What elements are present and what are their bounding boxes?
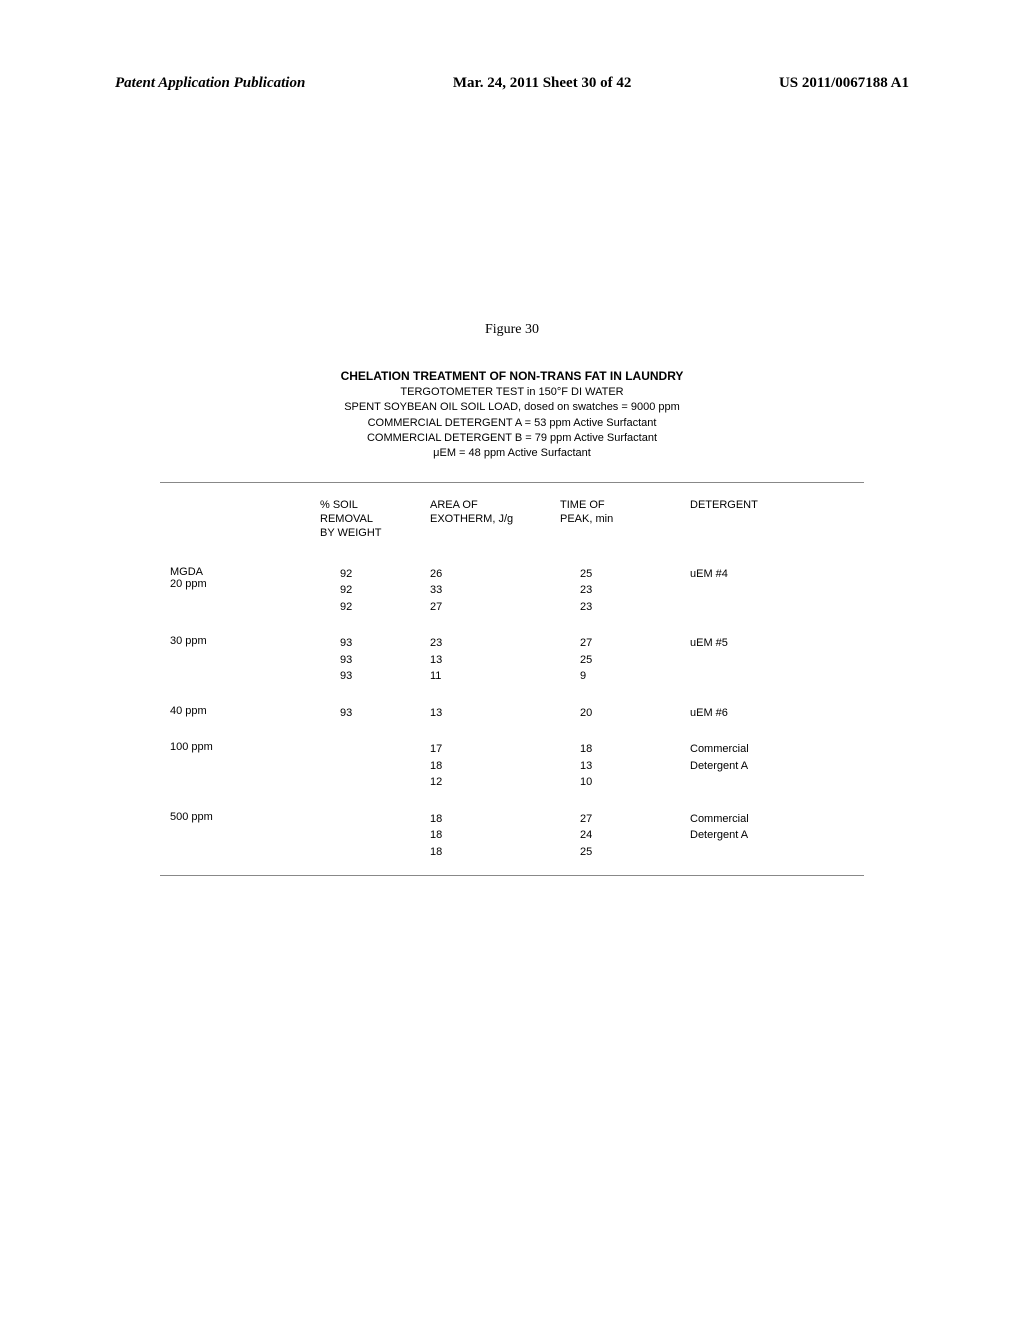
row-label: MGDA20 ppm	[160, 566, 320, 616]
table-header-row: % SOIL REMOVAL BY WEIGHT AREA OF EXOTHER…	[160, 483, 864, 546]
cell-time: 252323	[560, 566, 690, 616]
table-row: 500 ppm 181818272425CommercialDetergent …	[160, 811, 864, 861]
cell-exotherm: 263327	[430, 566, 560, 616]
cell-exotherm: 13	[430, 705, 560, 722]
figure-caption: Figure 30	[0, 322, 1024, 338]
table-row: 100 ppm 171812181310CommercialDetergent …	[160, 741, 864, 791]
cell-time: 181310	[560, 741, 690, 791]
row-label: 100 ppm	[160, 741, 320, 791]
cell-detergent: uEM #4	[690, 566, 840, 616]
cell-removal: 929292	[320, 566, 430, 616]
cell-detergent: uEM #5	[690, 635, 840, 685]
row-label: 500 ppm	[160, 811, 320, 861]
cell-detergent: CommercialDetergent A	[690, 741, 840, 791]
table-row: 30 ppm93939323131127259uEM #5	[160, 635, 864, 685]
figure-subtitle-5: μEM = 48 ppm Active Surfactant	[0, 446, 1024, 461]
cell-removal: 939393	[320, 635, 430, 685]
cell-time: 20	[560, 705, 690, 722]
cell-exotherm: 231311	[430, 635, 560, 685]
table-row: 40 ppm931320uEM #6	[160, 705, 864, 722]
header-detergent: DETERGENT	[690, 498, 840, 541]
cell-removal	[320, 811, 430, 861]
title-block: CHELATION TREATMENT OF NON-TRANS FAT IN …	[0, 368, 1024, 462]
table-row: MGDA20 ppm929292263327252323uEM #4	[160, 566, 864, 616]
cell-time: 27259	[560, 635, 690, 685]
data-table: % SOIL REMOVAL BY WEIGHT AREA OF EXOTHER…	[160, 482, 864, 876]
header-publication: Patent Application Publication	[115, 75, 305, 92]
cell-detergent: CommercialDetergent A	[690, 811, 840, 861]
header-date-sheet: Mar. 24, 2011 Sheet 30 of 42	[453, 75, 632, 92]
header-patent-number: US 2011/0067188 A1	[779, 75, 909, 92]
figure-subtitle-4: COMMERCIAL DETERGENT B = 79 ppm Active S…	[0, 431, 1024, 446]
cell-exotherm: 171812	[430, 741, 560, 791]
cell-detergent: uEM #6	[690, 705, 840, 722]
row-label: 30 ppm	[160, 635, 320, 685]
figure-subtitle-2: SPENT SOYBEAN OIL SOIL LOAD, dosed on sw…	[0, 400, 1024, 415]
cell-removal	[320, 741, 430, 791]
cell-exotherm: 181818	[430, 811, 560, 861]
cell-removal: 93	[320, 705, 430, 722]
header-removal: % SOIL REMOVAL BY WEIGHT	[320, 498, 430, 541]
header-exotherm: AREA OF EXOTHERM, J/g	[430, 498, 560, 541]
header-time: TIME OF PEAK, min	[560, 498, 690, 541]
page-header: Patent Application Publication Mar. 24, …	[0, 0, 1024, 92]
figure-subtitle-3: COMMERCIAL DETERGENT A = 53 ppm Active S…	[0, 416, 1024, 431]
figure-subtitle-1: TERGOTOMETER TEST in 150°F DI WATER	[0, 385, 1024, 400]
cell-time: 272425	[560, 811, 690, 861]
figure-title: CHELATION TREATMENT OF NON-TRANS FAT IN …	[0, 368, 1024, 385]
row-label: 40 ppm	[160, 705, 320, 722]
